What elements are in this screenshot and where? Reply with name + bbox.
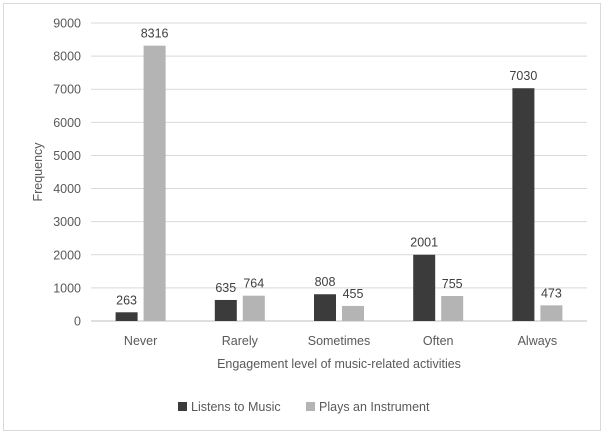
y-tick-label: 5000	[53, 149, 81, 163]
x-tick-label: Always	[518, 334, 558, 348]
data-label: 808	[315, 275, 336, 289]
bar-plays-an-instrument	[540, 305, 563, 321]
x-axis-ticks: Never Rarely Sometimes Often Always	[124, 334, 557, 348]
data-label: 263	[116, 293, 137, 307]
data-label: 7030	[509, 69, 537, 83]
data-label: 764	[243, 277, 264, 291]
data-label: 455	[343, 287, 364, 301]
legend-label-listens-to-music: Listens to Music	[191, 400, 281, 414]
bar-listens-to-music	[214, 299, 237, 321]
bar-plays-an-instrument	[441, 296, 464, 321]
y-tick-label: 4000	[53, 182, 81, 196]
legend: Listens to Music Plays an Instrument	[178, 400, 430, 414]
chart-frame	[3, 3, 601, 431]
y-tick-label: 3000	[53, 215, 81, 229]
data-label: 8316	[141, 27, 169, 41]
y-tick-label: 9000	[53, 17, 81, 31]
bar-listens-to-music	[115, 312, 138, 321]
bar-listens-to-music	[413, 254, 436, 321]
y-tick-label: 1000	[53, 281, 81, 295]
data-labels: 263 8316 635 764 808 455 2001 755 7030 473	[116, 27, 562, 308]
bar-listens-to-music	[314, 294, 336, 321]
x-tick-label: Never	[124, 334, 157, 348]
y-tick-label: 6000	[53, 116, 81, 130]
x-tick-label: Rarely	[222, 334, 259, 348]
x-axis-title: Engagement level of music-related activi…	[217, 357, 461, 371]
legend-swatch-listens-to-music	[178, 402, 187, 411]
y-tick-label: 8000	[53, 50, 81, 64]
data-label: 635	[215, 281, 236, 295]
x-tick-label: Sometimes	[308, 334, 371, 348]
data-label: 755	[442, 277, 463, 291]
data-label: 473	[541, 286, 562, 300]
legend-label-plays-an-instrument: Plays an Instrument	[319, 400, 430, 414]
y-axis-title: Frequency	[31, 142, 45, 202]
y-tick-label: 0	[74, 315, 81, 329]
data-label: 2001	[410, 236, 438, 250]
bar-plays-an-instrument	[242, 295, 265, 321]
x-tick-label: Often	[423, 334, 454, 348]
y-tick-label: 7000	[53, 83, 81, 97]
bar-plays-an-instrument	[143, 45, 166, 321]
bar-listens-to-music	[512, 88, 535, 322]
y-axis-ticks: 0 1000 2000 3000 4000 5000 6000 7000 8000 9000	[53, 17, 81, 329]
legend-swatch-plays-an-instrument	[306, 402, 315, 411]
bar-plays-an-instrument	[342, 305, 364, 321]
bars	[115, 45, 563, 322]
y-tick-label: 2000	[53, 248, 81, 262]
gridlines	[91, 22, 587, 322]
